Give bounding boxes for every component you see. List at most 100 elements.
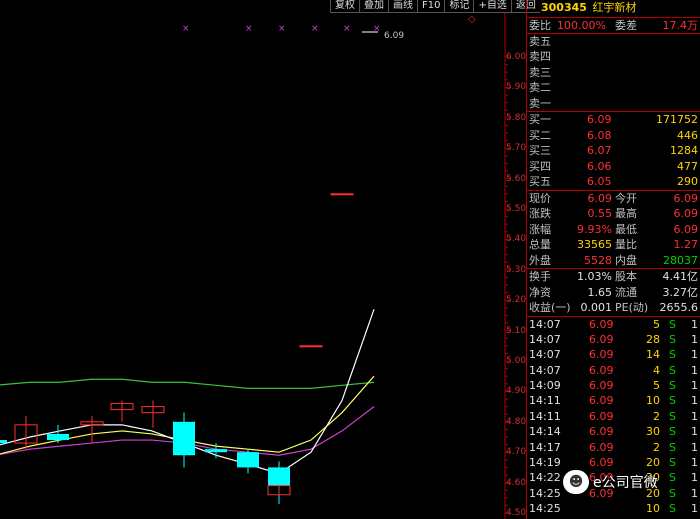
quote-label: 最低 [615,222,637,236]
quote-value: 0.55 [587,207,613,220]
candle-body [110,403,134,411]
tick-price: 6.09 [589,409,614,423]
bid-volume: 171752 [656,113,698,126]
tick-side: S [669,502,676,516]
price-label: 5.30 [506,264,527,275]
kline-chart[interactable]: × × × × × × 6.09 6.00 5.90 5.80 5.70 5.60 5.50 5.40 5… [0,0,526,519]
quote-summary: 现价 6.09 今开 6.09 涨跌 0.55 最高 6.09 涨幅 9.93% 最低 6.09 总量 3… [527,191,700,269]
quote-value: 6.09 [673,207,699,220]
tick-price: 6.09 [589,471,614,485]
tick-time: 14:09 [529,379,561,393]
fund-row: 净资 1.65 流通 3.27亿 [527,285,700,301]
tick-time: 14:07 [529,317,561,331]
f10-button[interactable]: F10 [417,0,445,13]
stock-name: 红宇新材 [592,1,637,14]
tick-time: 14:22 [529,471,561,485]
tick-row: 14:14 6.09 30 S 1 [527,424,700,439]
quote-label: 涨跌 [529,207,551,220]
tick-side: S [669,379,676,393]
weibi-row: 委比 100.00% 委差 17.4万 [527,18,700,34]
marker-icon: × [245,24,253,34]
bid-book: 买一 6.09 171752 买二 6.08 446 买三 6.07 1284 买四 6.06 477… [527,112,700,191]
tick-side: S [669,409,676,423]
mark-button[interactable]: 标记 [444,0,474,13]
price-label: 5.60 [506,173,527,184]
tick-row: 14:09 6.09 5 S 1 [527,378,700,393]
back-button[interactable]: 返回 [510,0,540,13]
tick-side: S [669,517,676,519]
tick-time: 14:11 [529,409,561,423]
kline-chart-svg[interactable]: × × × × × ×6.09 [0,0,526,519]
tick-side: S [669,440,676,454]
tick-time: 14:07 [529,332,561,346]
tick-volume: 10 [646,394,660,408]
tick-count: 1 [691,440,698,454]
price-label: 4.80 [506,416,527,427]
overlay-button[interactable]: 叠加 [359,0,388,13]
bid-volume: 477 [677,159,698,173]
tick-list[interactable]: 14:07 6.09 5 S 1 14:07 6.09 28 S 1 14:07 6.09 14 S 1 14… [527,317,700,519]
fuquan-button[interactable]: 复权 [330,0,359,13]
tick-side: S [669,471,676,485]
candle-body [268,467,290,486]
quote-label: 外盘 [529,253,551,267]
quote-label: 今开 [615,191,637,205]
tick-volume: 5 [653,379,660,393]
add-watchlist-button[interactable]: +自选 [473,0,511,13]
ask-row: 卖四 [527,49,700,65]
quote-label: 量比 [615,238,637,251]
tick-side: S [669,332,676,346]
tick-row: 14:11 6.09 2 S 1 [527,409,700,424]
tick-count: 1 [691,317,698,331]
fund-label: 净资 [529,285,551,299]
watermark: ☻ e公司官微 [563,467,683,497]
fund-value: 1.65 [587,285,613,299]
ask-label: 卖五 [529,34,551,48]
ask-book: 卖五 卖四 卖三 卖二 卖一 [527,34,700,112]
price-label: 6.00 [506,52,527,62]
price-label: 5.50 [506,204,527,214]
fund-label: 收益(一) [529,301,571,314]
candle-body [141,406,165,414]
price-label: 5.70 [506,143,527,154]
tick-count: 1 [691,486,698,500]
price-label: 5.90 [506,82,527,93]
bid-row: 买四 6.06 477 [527,159,700,175]
tick-row: 14:22 6.09 20 S 1 [527,470,700,485]
quote-panel: 300345 红宇新材 委比 100.00% 委差 17.4万 卖五 卖四 卖三 卖二… [526,0,700,519]
bid-label: 买三 [529,144,551,157]
quote-label: 总量 [529,238,551,251]
fund-row: 收益(一) 0.001 PE(动) 2655.6 [527,300,700,316]
bid-volume: 446 [677,128,698,142]
quote-row: 外盘 5528 内盘 28037 [527,253,700,269]
ask-label: 卖四 [529,50,551,63]
bid-price: 6.08 [587,128,612,142]
tick-row: 14:07 6.09 14 S 1 [527,347,700,362]
bid-price: 6.09 [587,113,612,126]
quote-row: 涨幅 9.93% 最低 6.09 [527,222,700,238]
tick-row: 14:25 6.09 20 S 1 [527,486,700,501]
marker-icon: × [311,24,319,34]
weibi-value: 100.00% [557,19,606,32]
candle-body [80,421,104,426]
bid-label: 买二 [529,128,551,142]
tick-volume: 30 [646,425,660,439]
tick-price: 6.09 [589,440,614,454]
weicha-value: 17.4万 [662,19,699,32]
tick-time: 14:11 [529,394,561,408]
price-label: 4.70 [506,447,527,458]
tick-side: S [669,486,676,500]
tick-count: 1 [691,379,698,393]
tick-row: 14:07 6.09 5 S 1 [527,317,700,332]
tick-volume: 5 [653,317,660,331]
flag-icon[interactable]: ◇ [468,14,476,25]
tick-row: 14:26 6.09 20 S 1 [527,517,700,519]
draw-line-button[interactable]: 画线 [388,0,417,13]
weibi-label: 委比 [529,19,551,32]
tick-row: 14:07 6.09 28 S 1 [527,332,700,347]
tick-price: 6.09 [589,332,614,346]
ask-row: 卖一 [527,96,700,112]
ask-label: 卖一 [529,96,551,110]
tick-volume: 20 [646,486,660,500]
tick-count: 1 [691,332,698,346]
